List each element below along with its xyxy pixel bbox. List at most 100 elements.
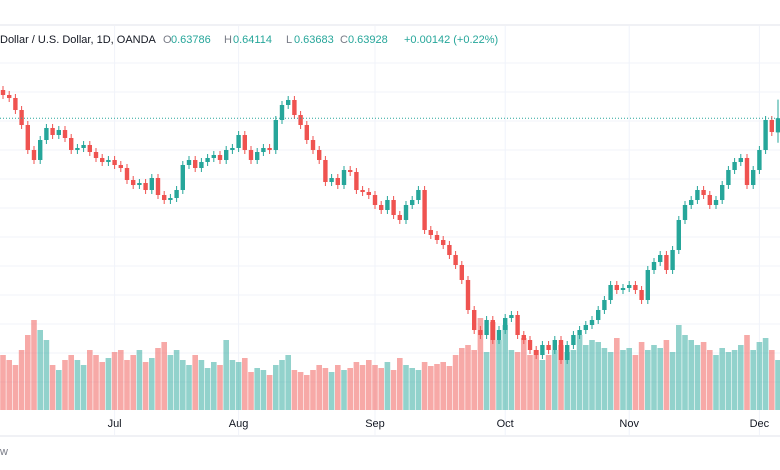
- candle-body: [552, 340, 557, 350]
- candle-body: [589, 320, 595, 325]
- candle-body: [757, 150, 762, 170]
- volume-bar: [347, 368, 353, 410]
- volume-bar: [775, 360, 780, 410]
- volume-bar: [37, 330, 43, 410]
- volume-bar: [645, 350, 651, 410]
- volume-layer: [0, 318, 780, 410]
- volume-bar: [242, 358, 248, 410]
- candle-body: [484, 320, 489, 335]
- volume-bar: [198, 360, 205, 410]
- candle-body: [372, 195, 378, 205]
- candle-body: [775, 118, 780, 133]
- volume-bar: [80, 365, 87, 410]
- candle-body: [255, 152, 260, 160]
- volume-bar: [632, 355, 639, 410]
- volume-bar: [682, 335, 688, 410]
- candle-body: [658, 255, 663, 262]
- volume-bar: [279, 360, 285, 410]
- volume-bar: [335, 365, 341, 410]
- volume-bar: [372, 365, 378, 410]
- volume-bar: [545, 355, 552, 410]
- x-tick-label: Jul: [108, 418, 122, 430]
- volume-bar: [725, 352, 732, 410]
- candle-body: [106, 160, 111, 162]
- volume-bar: [93, 355, 99, 410]
- volume-bar: [136, 350, 143, 410]
- volume-bar: [328, 372, 335, 410]
- volume-bar: [12, 365, 19, 410]
- volume-bar: [99, 362, 105, 410]
- volume-bar: [626, 348, 632, 410]
- volume-bar: [124, 360, 130, 410]
- candle-body: [565, 345, 570, 360]
- volume-bar: [583, 345, 589, 410]
- candle-body: [354, 172, 359, 190]
- candle-body: [348, 170, 353, 172]
- candle-body: [211, 155, 216, 158]
- candle-body: [118, 165, 123, 168]
- candle-layer: [0, 86, 780, 364]
- volume-bar: [614, 338, 620, 410]
- volume-bar: [155, 348, 161, 410]
- candle-body: [217, 155, 223, 160]
- candle-body: [453, 255, 458, 265]
- volume-bar: [6, 360, 12, 410]
- volume-bar: [750, 350, 756, 410]
- candle-body: [143, 183, 148, 190]
- candle-body: [695, 190, 700, 200]
- volume-bar: [601, 348, 608, 410]
- volume-bar: [211, 362, 217, 410]
- candle-body: [131, 180, 136, 185]
- candle-body: [38, 140, 43, 160]
- volume-bar: [285, 355, 291, 410]
- candle-body: [534, 350, 539, 355]
- volume-bar: [161, 342, 167, 410]
- volume-bar: [452, 355, 459, 410]
- volume-bar: [266, 375, 273, 410]
- volume-bar: [707, 350, 713, 410]
- volume-bar: [502, 325, 508, 410]
- volume-bar: [43, 340, 50, 410]
- candle-body: [62, 130, 68, 138]
- candle-body: [701, 190, 706, 195]
- candle-body: [87, 145, 92, 152]
- candle-body: [292, 100, 297, 115]
- volume-bar: [341, 370, 347, 410]
- candle-body: [744, 158, 750, 185]
- volume-bar: [180, 360, 186, 410]
- candle-body: [273, 120, 278, 150]
- candle-body: [682, 205, 688, 220]
- candle-body: [81, 145, 86, 148]
- candle-body: [620, 288, 626, 290]
- candle-body: [230, 148, 235, 150]
- candle-body: [540, 345, 545, 355]
- candle-body: [713, 200, 719, 205]
- volume-bar: [552, 350, 558, 410]
- candle-body: [465, 280, 471, 310]
- candle-body: [577, 330, 582, 335]
- volume-bar: [576, 335, 583, 410]
- volume-bar: [434, 364, 440, 410]
- volume-bar: [657, 348, 663, 410]
- volume-bar: [477, 318, 484, 410]
- candle-body: [441, 240, 446, 245]
- volume-bar: [762, 338, 769, 410]
- volume-bar: [620, 350, 626, 410]
- high-value: 0.64114: [233, 34, 272, 46]
- candle-body: [205, 158, 210, 162]
- volume-bar: [700, 342, 707, 410]
- volume-bar: [118, 350, 124, 410]
- volume-bar: [0, 355, 6, 410]
- symbol: Dollar / U.S. Dollar, 1D, OANDA: [0, 34, 157, 46]
- volume-bar: [756, 342, 763, 410]
- candle-body: [69, 138, 74, 150]
- volume-bar: [384, 362, 391, 410]
- volume-bar: [105, 358, 112, 410]
- candle-body: [25, 125, 30, 150]
- candle-body: [527, 340, 533, 350]
- volume-bar: [291, 370, 298, 410]
- candle-body: [193, 160, 198, 168]
- candle-body: [31, 150, 37, 160]
- candle-body: [602, 300, 607, 310]
